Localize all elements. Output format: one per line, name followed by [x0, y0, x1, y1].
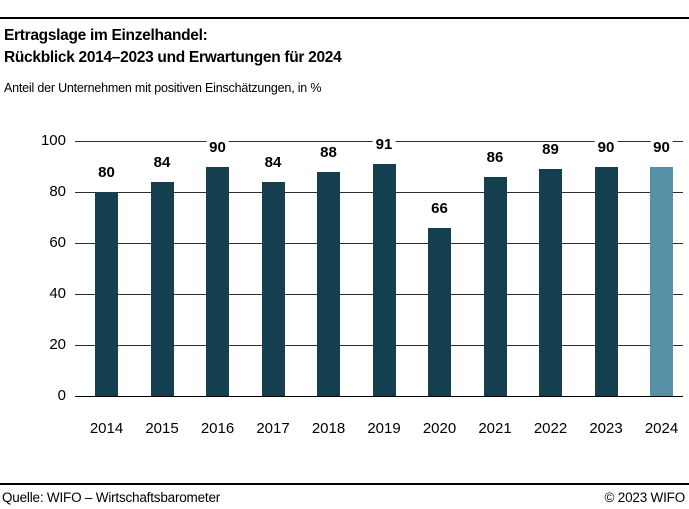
y-tick-label-40: 40 — [49, 285, 66, 302]
bar-value-label-2019: 91 — [372, 136, 396, 152]
plot-area: 80 84 90 84 88 91 66 86 89 90 90 — [75, 136, 683, 397]
bar-2015 — [150, 181, 174, 396]
x-axis-line — [75, 395, 683, 397]
footer-rule — [0, 483, 689, 485]
x-tick-label-2016: 2016 — [200, 420, 235, 437]
y-tick-label-100: 100 — [40, 132, 66, 149]
bar-2017 — [261, 181, 285, 396]
bar-2014 — [95, 192, 118, 396]
y-axis: 0 20 40 60 80 100 — [0, 132, 66, 404]
bar-value-label-2014: 80 — [95, 165, 118, 180]
bar-2016 — [206, 166, 229, 396]
y-tick-label-80: 80 — [49, 183, 66, 200]
bar-2018 — [317, 171, 340, 396]
x-tick-label-2018: 2018 — [311, 420, 346, 437]
x-tick-label-2019: 2019 — [367, 420, 401, 437]
copyright-text: © 2023 WIFO — [604, 490, 685, 505]
bar-value-label-2020: 66 — [428, 200, 451, 216]
x-tick-label-2015: 2015 — [145, 420, 179, 437]
x-tick-label-2014: 2014 — [89, 420, 124, 437]
x-tick-label-2017: 2017 — [256, 420, 290, 437]
bar-value-label-2015: 84 — [150, 154, 174, 170]
bar-2021 — [483, 176, 507, 396]
bar-2023 — [594, 166, 618, 396]
bar-2020 — [428, 227, 451, 396]
x-tick-label-2023: 2023 — [589, 420, 623, 437]
x-tick-label-2020: 2020 — [422, 420, 457, 437]
title-line-1: Ertragslage im Einzelhandel: — [4, 27, 208, 44]
bar-value-label-2022: 89 — [539, 142, 562, 158]
top-rule — [0, 17, 689, 19]
bar-value-label-2023: 90 — [594, 139, 618, 155]
y-tick-label-0: 0 — [57, 387, 66, 404]
chart-title: Ertragslage im Einzelhandel: Rückblick 2… — [4, 25, 342, 69]
bar-value-label-2016: 90 — [206, 139, 229, 155]
x-tick-label-2021: 2021 — [478, 420, 512, 437]
bar-value-label-2021: 86 — [483, 149, 507, 165]
bar-value-label-2024: 90 — [650, 139, 673, 155]
x-tick-label-2024: 2024 — [644, 420, 679, 437]
title-line-2: Rückblick 2014–2023 und Erwartungen für … — [4, 49, 342, 66]
source-text: Quelle: WIFO – Wirtschaftsbarometer — [2, 490, 221, 505]
bar-value-label-2017: 84 — [261, 154, 285, 170]
bar-2022 — [539, 169, 562, 396]
y-tick-label-60: 60 — [49, 234, 66, 251]
bar-2024 — [650, 166, 673, 396]
chart-subtitle: Anteil der Unternehmen mit positiven Ein… — [4, 81, 322, 95]
footer: Quelle: WIFO – Wirtschaftsbarometer © 20… — [2, 489, 685, 506]
x-tick-label-2022: 2022 — [533, 420, 568, 437]
x-axis: 2014 2015 2016 2017 2018 2019 2020 2021 2022 2023… — [75, 420, 683, 440]
y-tick-label-20: 20 — [49, 336, 66, 353]
bar-value-label-2018: 88 — [317, 144, 340, 160]
bar-2019 — [372, 163, 396, 396]
